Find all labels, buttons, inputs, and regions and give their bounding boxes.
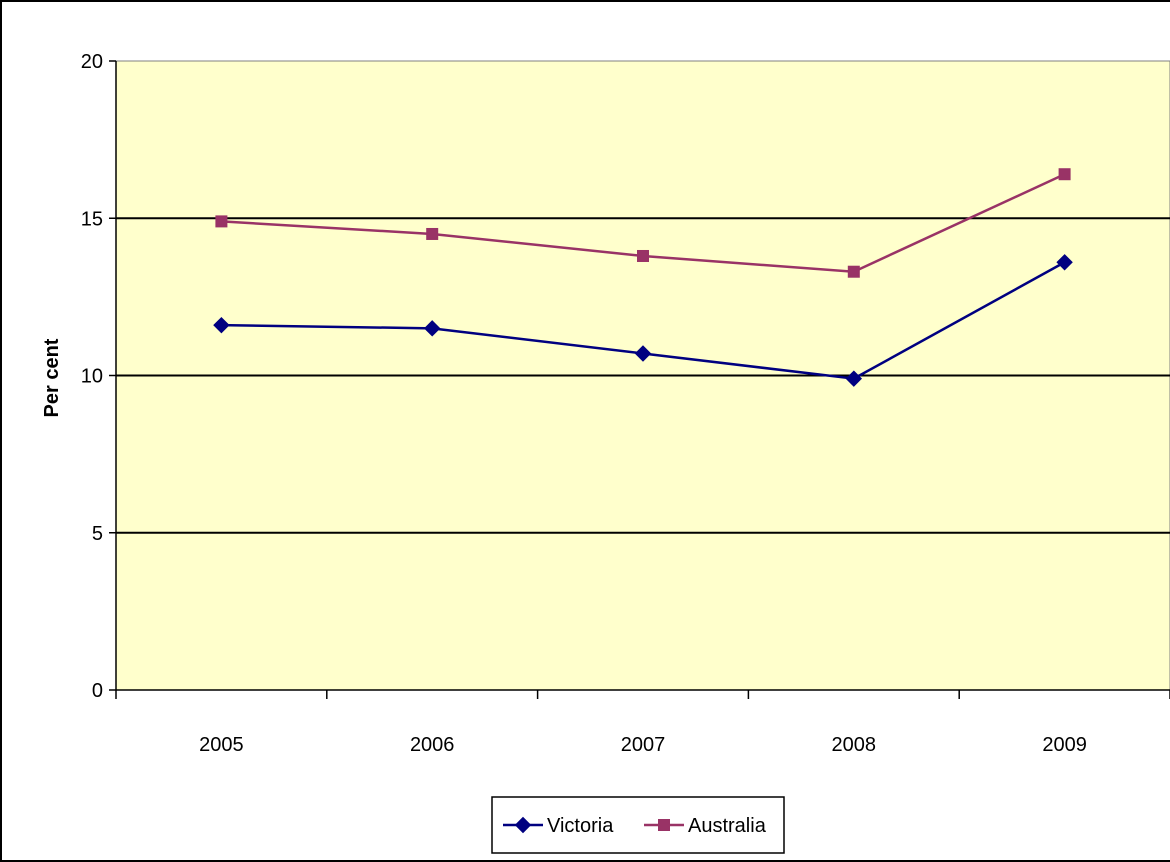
data-point-australia: [637, 249, 649, 262]
x-tick-label: 2005: [199, 734, 244, 756]
data-point-victoria: [845, 370, 863, 387]
data-point-australia: [215, 215, 228, 228]
data-point-victoria: [634, 345, 652, 362]
y-tick-label: 20: [81, 51, 103, 73]
data-point-victoria: [213, 316, 230, 334]
x-tick-label: 2009: [1042, 734, 1087, 756]
data-point-victoria: [423, 320, 441, 337]
legend: Victoria Australia: [491, 796, 785, 854]
data-point-australia: [426, 227, 439, 240]
gridlines: [116, 217, 1170, 534]
y-tick-label: 10: [81, 366, 103, 388]
legend-label-australia: Australia: [688, 815, 767, 837]
series: [213, 168, 1073, 387]
y-tick-label: 0: [92, 680, 103, 702]
data-point-australia: [1058, 168, 1071, 181]
y-axis-label: Per cent: [41, 338, 63, 417]
x-tick-label: 2007: [621, 734, 666, 756]
x-tick-label: 2006: [410, 734, 455, 756]
data-point-australia: [847, 265, 860, 278]
legend-item-australia: Australia: [644, 815, 767, 837]
y-tick-label: 5: [92, 523, 103, 545]
legend-swatch-marker: [514, 816, 532, 834]
axes: 0 5 10 15 20 2005 2006 2007 2008 2009: [81, 51, 1170, 756]
data-point-victoria: [1056, 254, 1073, 271]
legend-label-victoria: Victoria: [547, 815, 614, 837]
series-victoria: [213, 254, 1073, 387]
series-australia: [215, 168, 1071, 278]
y-tick-label: 15: [81, 208, 103, 230]
legend-item-victoria: Victoria: [503, 815, 614, 837]
legend-swatch-marker: [658, 819, 670, 831]
x-tick-label: 2008: [832, 734, 877, 756]
